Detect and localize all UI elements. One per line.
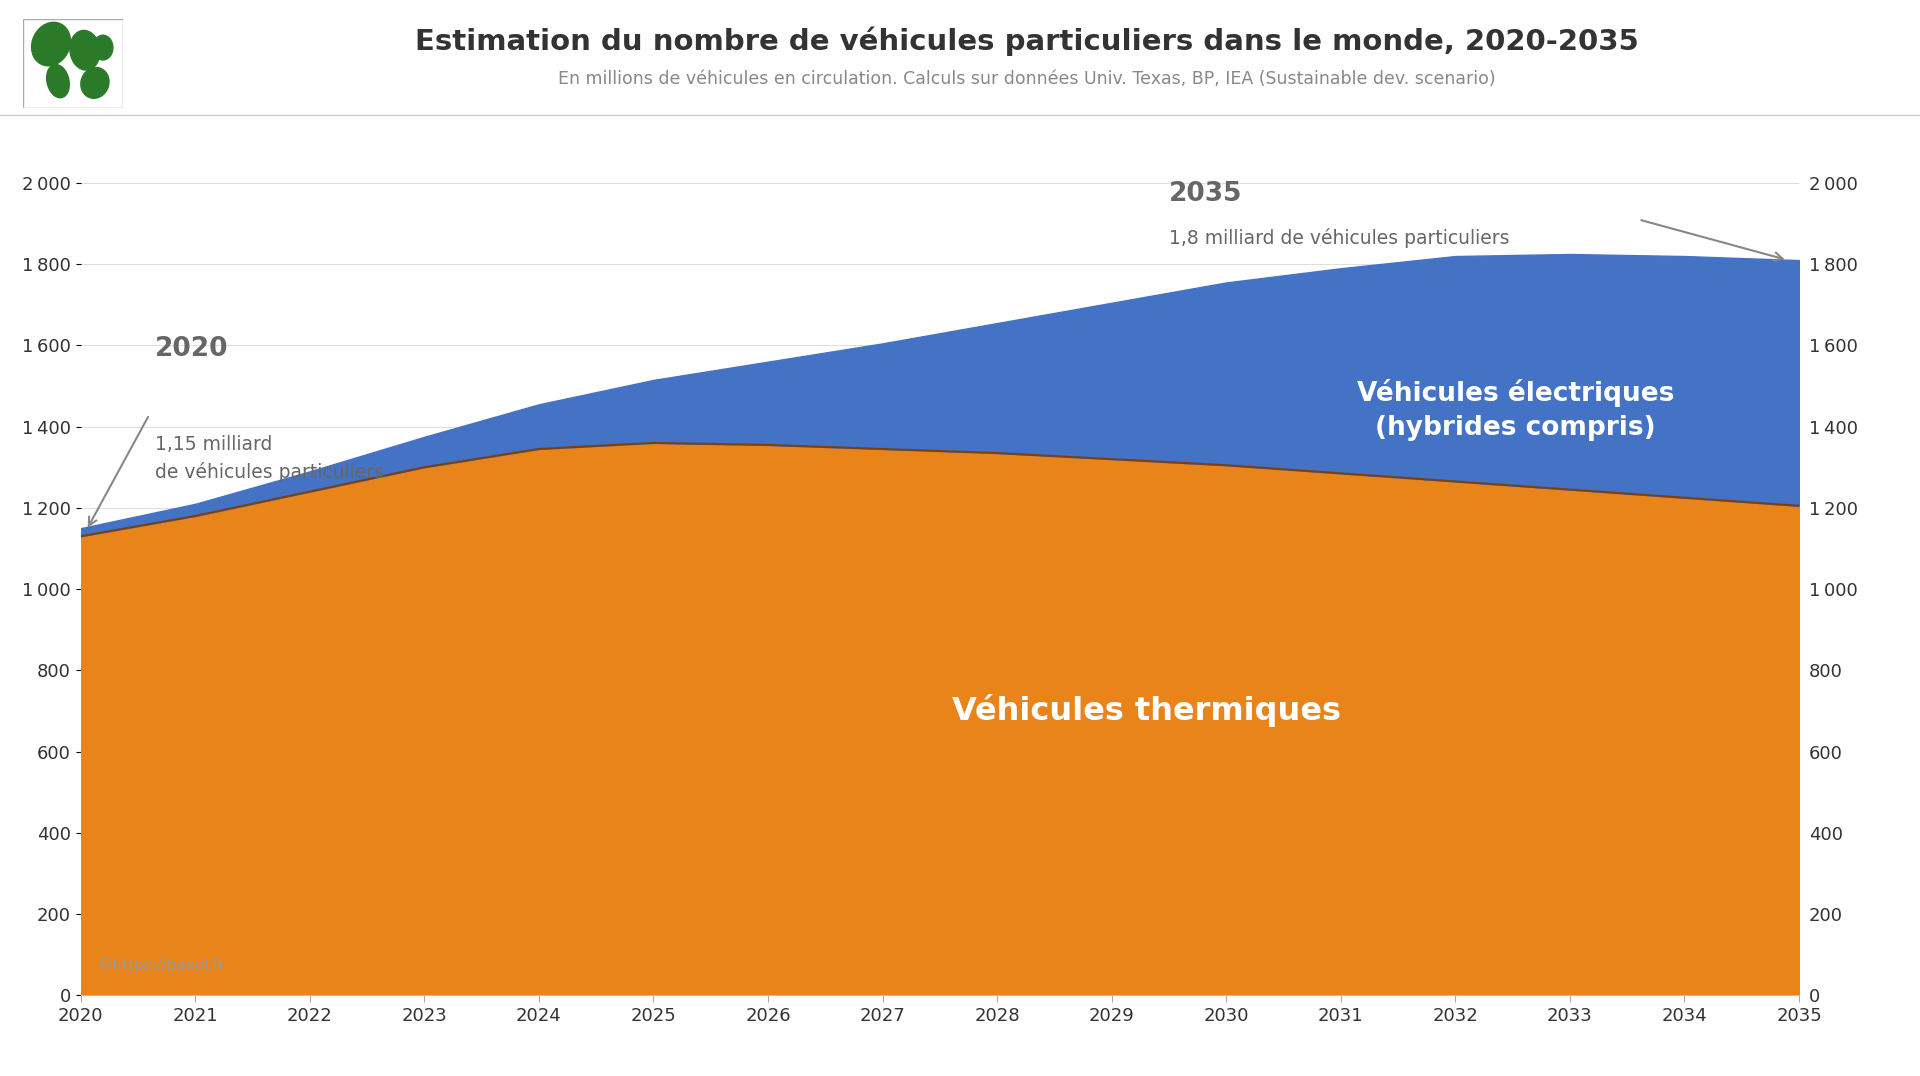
Text: Véhicules thermiques: Véhicules thermiques xyxy=(952,694,1340,727)
Ellipse shape xyxy=(69,30,100,70)
Ellipse shape xyxy=(31,23,71,66)
Ellipse shape xyxy=(46,65,69,98)
Text: 2020: 2020 xyxy=(156,336,228,362)
Text: Estimation du nombre de véhicules particuliers dans le monde, 2020-2035: Estimation du nombre de véhicules partic… xyxy=(415,27,1640,56)
Ellipse shape xyxy=(81,68,109,98)
Ellipse shape xyxy=(92,36,113,60)
Text: ©https://baxel.fr: ©https://baxel.fr xyxy=(98,958,227,973)
Text: En millions de véhicules en circulation. Calculs sur données Univ. Texas, BP, IE: En millions de véhicules en circulation.… xyxy=(559,70,1496,88)
Text: 1,15 milliard
de véhicules particuliers: 1,15 milliard de véhicules particuliers xyxy=(156,435,384,482)
Text: Véhicules électriques
(hybrides compris): Véhicules électriques (hybrides compris) xyxy=(1357,380,1674,441)
Text: 2035: 2035 xyxy=(1169,181,1242,208)
Text: 1,8 milliard de véhicules particuliers: 1,8 milliard de véhicules particuliers xyxy=(1169,228,1509,247)
